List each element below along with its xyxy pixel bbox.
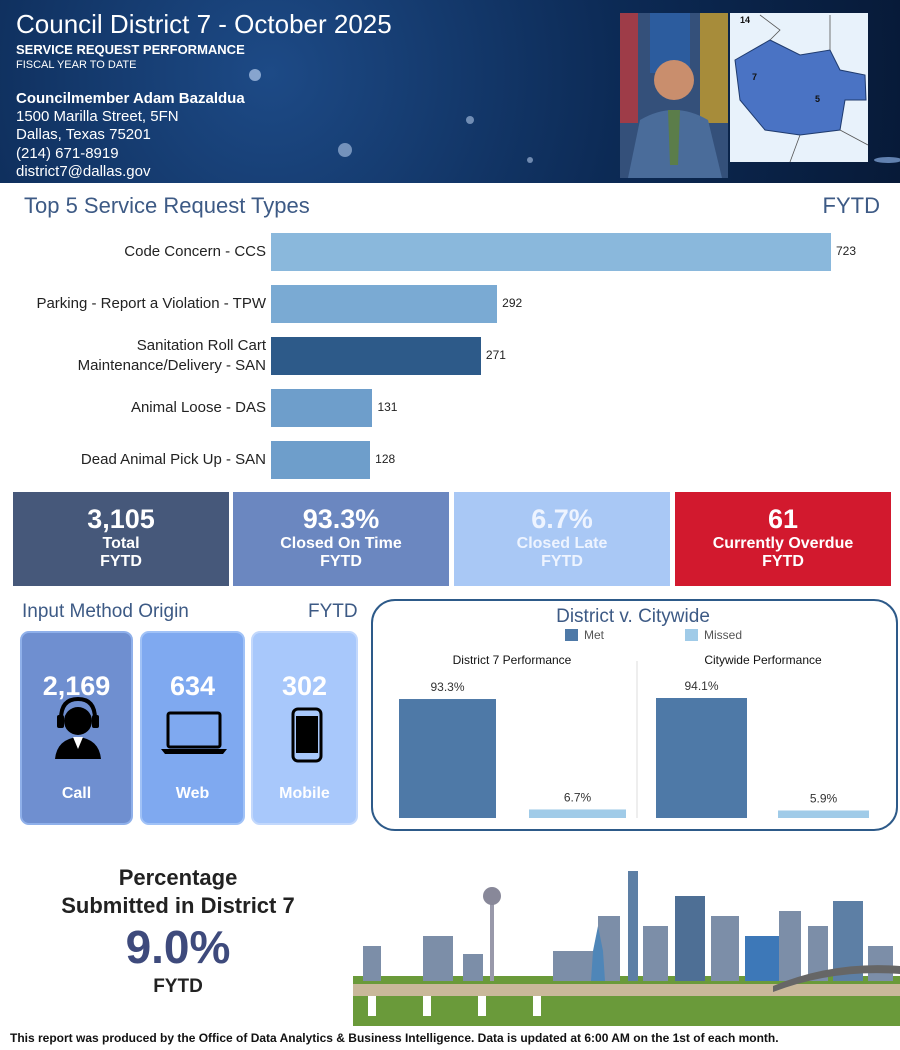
- percentage-period: FYTD: [153, 976, 203, 997]
- mobile-icon: [291, 707, 323, 763]
- kpi-period: FYTD: [100, 553, 142, 570]
- section-period: FYTD: [822, 193, 880, 218]
- address-line: 1500 Marilla Street, 5FN: [16, 108, 179, 125]
- legend-label: Met: [584, 628, 605, 642]
- section-title: Top 5 Service Request Types: [24, 193, 310, 218]
- input-value: 634: [169, 671, 216, 701]
- value-label: 93.3%: [430, 680, 464, 694]
- percentage-title-line: Submitted in District 7: [61, 893, 295, 918]
- category-label: Parking - Report a Violation - TPW: [36, 295, 266, 312]
- kpi-label: Closed On Time: [280, 535, 402, 552]
- bar: [271, 233, 831, 271]
- input-value: 302: [281, 671, 328, 701]
- bar: [778, 810, 869, 818]
- councilmember: Councilmember Adam Bazaldua: [16, 90, 245, 107]
- value-label: 5.9%: [810, 791, 838, 805]
- kpi-label: Currently Overdue: [712, 535, 854, 552]
- kpi-period: FYTD: [762, 553, 804, 570]
- value-label: 292: [502, 296, 523, 310]
- footer-note: This report was produced by the Office o…: [10, 1031, 779, 1045]
- bar: [271, 285, 498, 323]
- bar: [399, 699, 496, 818]
- legend-label: Missed: [704, 628, 742, 642]
- call-icon: [55, 697, 101, 759]
- kpi-tile: 6.7% Closed Late FYTD: [454, 492, 670, 586]
- kpi-value: 93.3%: [302, 504, 380, 534]
- input-card: 2,169 Call: [20, 631, 133, 825]
- input-label: Mobile: [279, 785, 330, 802]
- category-label: Code Concern - CCS: [124, 243, 266, 260]
- kpi-tile: 3,105 Total FYTD: [13, 492, 229, 586]
- comparison-panel: [371, 599, 898, 831]
- bar: [271, 389, 373, 427]
- input-label: Call: [61, 785, 92, 802]
- percentage-value: 9.0%: [125, 921, 231, 973]
- input-card: 302 Mobile: [251, 631, 358, 825]
- header-decoration: 14 7 5: [249, 13, 900, 178]
- legend-swatch: [565, 629, 578, 641]
- value-label: 723: [836, 244, 857, 258]
- skyline-image: [353, 866, 900, 1026]
- value-label: 271: [485, 348, 506, 362]
- map-label: 14: [740, 15, 750, 25]
- bar: [529, 809, 626, 818]
- value-label: 6.7%: [564, 790, 592, 804]
- header-period: FISCAL YEAR TO DATE: [16, 59, 137, 71]
- value-label: 131: [377, 400, 398, 414]
- panel-title: District 7 Performance: [453, 653, 572, 667]
- kpi-period: FYTD: [541, 553, 583, 570]
- chart-title: District v. Citywide: [556, 606, 710, 627]
- category-label: Animal Loose - DAS: [130, 399, 266, 416]
- header-title: Council District 7 - October 2025: [16, 9, 392, 39]
- kpi-label: Closed Late: [516, 535, 608, 552]
- category-label: Sanitation Roll Cart Maintenance/Deliver…: [77, 337, 266, 374]
- kpi-tile: 61 Currently Overdue FYTD: [675, 492, 891, 586]
- input-card: 634 Web: [140, 631, 245, 825]
- percentage-title-line: Percentage: [118, 865, 238, 890]
- header: 14 7 5 Council District 7 - October 2025…: [0, 0, 900, 183]
- map-label: 7: [752, 72, 757, 82]
- address-line: Dallas, Texas 75201: [16, 126, 151, 143]
- category-label: Dead Animal Pick Up - SAN: [80, 451, 266, 468]
- percentage-title: Percentage Submitted in District 7: [20, 864, 336, 920]
- bar: [271, 337, 481, 375]
- web-icon: [161, 711, 227, 754]
- value-label: 128: [375, 452, 396, 466]
- map-label: 5: [815, 94, 820, 104]
- section-period: FYTD: [308, 601, 358, 622]
- input-value: 2,169: [42, 671, 111, 701]
- kpi-value: 3,105: [87, 504, 155, 534]
- kpi-tile: 93.3% Closed On Time FYTD: [233, 492, 449, 586]
- input-label: Web: [175, 785, 210, 802]
- kpi-value: 6.7%: [531, 504, 593, 534]
- kpi-label: Total: [102, 535, 140, 552]
- address-line: (214) 671-8919: [16, 145, 119, 162]
- value-label: 94.1%: [684, 679, 718, 693]
- kpi-period: FYTD: [320, 553, 362, 570]
- panel-title: Citywide Performance: [704, 653, 822, 667]
- legend-swatch: [685, 629, 698, 641]
- header-subtitle: SERVICE REQUEST PERFORMANCE: [16, 42, 245, 57]
- section-title: Input Method Origin: [22, 601, 189, 622]
- bar: [656, 698, 747, 818]
- kpi-value: 61: [767, 504, 799, 534]
- bar: [271, 441, 371, 479]
- address-line: district7@dallas.gov: [16, 163, 151, 180]
